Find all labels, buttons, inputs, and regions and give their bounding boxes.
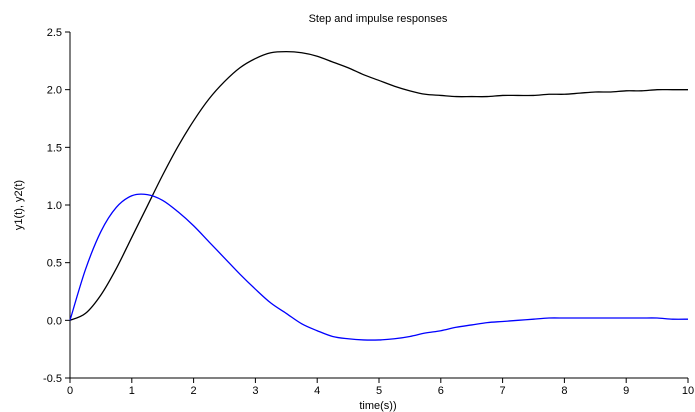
series-layer — [69, 50, 689, 341]
y-tick-label: 2.5 — [47, 27, 62, 39]
y-axis-label: y1(t), y2(t) — [13, 180, 25, 230]
y-tick-label: 0.0 — [47, 315, 62, 327]
x-axis-label: time(s)) — [359, 400, 396, 412]
y-tick-label: 1.0 — [47, 200, 62, 212]
x-tick-label: 6 — [438, 385, 444, 397]
x-ticks: 0 1 2 3 4 5 6 7 8 9 10 — [67, 378, 694, 397]
x-tick-label: 5 — [376, 385, 382, 397]
chart-title: Step and impulse responses — [309, 13, 448, 25]
y-ticks: -0.5 0.0 0.5 1.0 1.5 2.0 2.5 — [43, 27, 70, 385]
x-tick-label: 1 — [129, 385, 135, 397]
x-tick-label: 10 — [682, 385, 694, 397]
x-tick-label: 8 — [561, 385, 567, 397]
y-tick-label: 2.0 — [47, 85, 62, 97]
y-tick-label: -0.5 — [43, 373, 62, 385]
series-line-2 — [69, 193, 689, 341]
series-line-1 — [69, 50, 688, 321]
y-tick-label: 1.5 — [47, 142, 62, 154]
x-tick-label: 0 — [67, 385, 73, 397]
x-tick-label: 3 — [252, 385, 258, 397]
axes — [69, 32, 688, 379]
y-tick-label: 0.5 — [47, 258, 62, 270]
x-tick-label: 9 — [623, 385, 629, 397]
x-tick-label: 7 — [500, 385, 506, 397]
x-tick-label: 4 — [314, 385, 320, 397]
x-tick-label: 2 — [191, 385, 197, 397]
